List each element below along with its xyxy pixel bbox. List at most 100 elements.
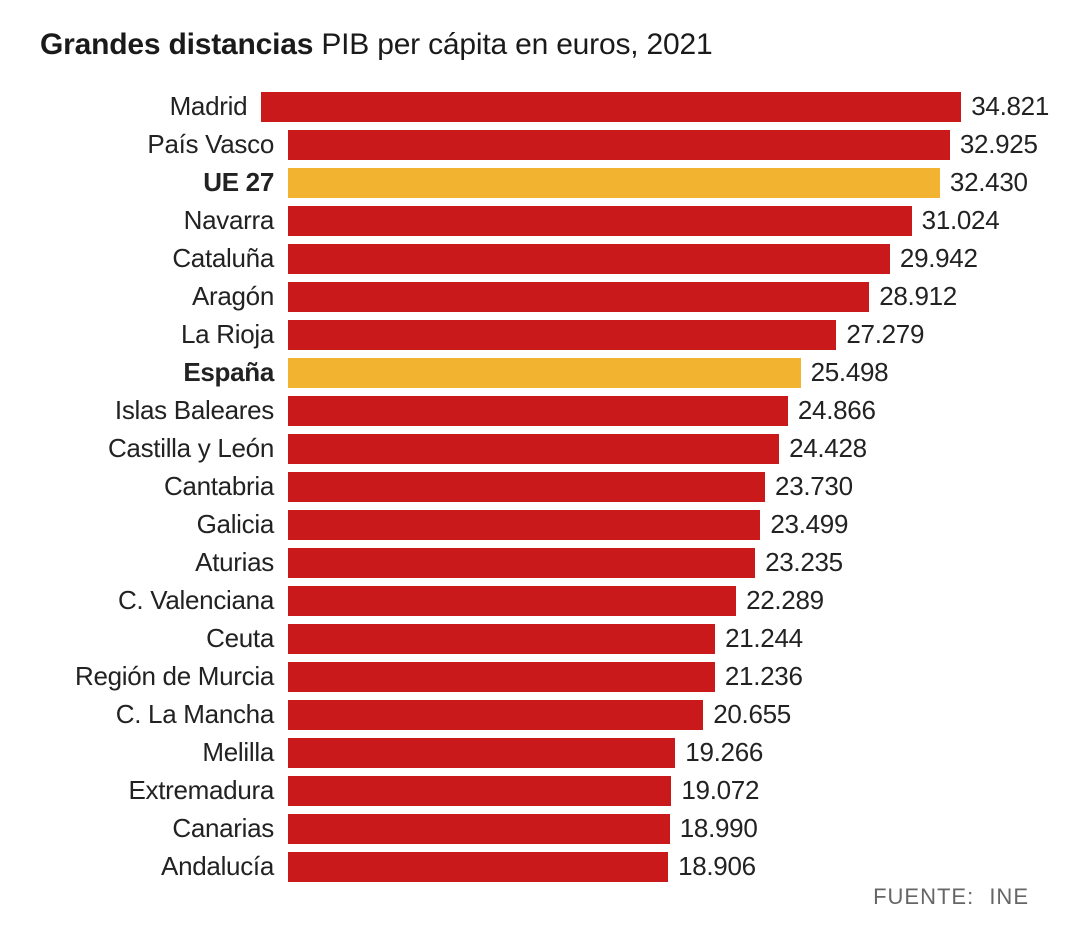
bar-value: 32.430 — [940, 167, 1028, 198]
bar — [288, 396, 788, 426]
bar — [288, 776, 671, 806]
bar-row: La Rioja 27.279 — [60, 318, 1049, 351]
bar-value: 21.244 — [715, 623, 803, 654]
bar — [288, 814, 670, 844]
bar-track — [288, 738, 675, 768]
bar-track — [288, 396, 788, 426]
bar-label: Islas Baleares — [60, 395, 288, 426]
bar-label: España — [60, 357, 288, 388]
bar-value: 24.866 — [788, 395, 876, 426]
bar-track — [288, 852, 668, 882]
bar-label: Extremadura — [60, 775, 288, 806]
bar-track — [288, 662, 715, 692]
bar-row: Melilla 19.266 — [60, 736, 1049, 769]
bar — [288, 434, 779, 464]
bar-row: Canarias 18.990 — [60, 812, 1049, 845]
bar-label: País Vasco — [60, 129, 288, 160]
bar-row: España 25.498 — [60, 356, 1049, 389]
bar-value: 18.990 — [670, 813, 758, 844]
bar-value: 19.266 — [675, 737, 763, 768]
chart-source: FUENTE: INE — [873, 884, 1029, 910]
bar-row: Aragón28.912 — [60, 280, 1049, 313]
bar-value: 27.279 — [836, 319, 924, 350]
bar-label: Cantabria — [60, 471, 288, 502]
bar-track — [288, 320, 836, 350]
bar-track — [288, 472, 765, 502]
bar-row: Castilla y León24.428 — [60, 432, 1049, 465]
bar-value: 23.730 — [765, 471, 853, 502]
bar-track — [288, 814, 670, 844]
bar — [288, 244, 890, 274]
bar-value: 31.024 — [912, 205, 1000, 236]
bar-row: Navarra 31.024 — [60, 204, 1049, 237]
bar-label: Melilla — [60, 737, 288, 768]
bar — [288, 130, 950, 160]
bar-value: 25.498 — [801, 357, 889, 388]
bar — [261, 92, 961, 122]
bar-track — [288, 776, 671, 806]
pib-bar-chart: Madrid34.821 País Vasco 32.925 UE 27 32.430 N… — [60, 90, 1049, 883]
chart-title: Grandes distancias PIB per cápita en eur… — [40, 28, 1049, 62]
bar-track — [288, 282, 869, 312]
bar-value: 23.499 — [760, 509, 848, 540]
bar-track — [288, 586, 736, 616]
bar — [288, 586, 736, 616]
bar-row: Madrid34.821 — [60, 90, 1049, 123]
bar-value: 34.821 — [961, 91, 1049, 122]
bar-track — [288, 624, 715, 654]
bar-label: Aturias — [60, 547, 288, 578]
bar-value: 20.655 — [703, 699, 791, 730]
bar-label: Navarra — [60, 205, 288, 236]
bar-track — [288, 510, 760, 540]
bar-row: Ceuta 21.244 — [60, 622, 1049, 655]
bar-row: Aturias 23.235 — [60, 546, 1049, 579]
bar — [288, 206, 912, 236]
source-label: FUENTE: — [873, 884, 974, 909]
bar-label: C. Valenciana — [60, 585, 288, 616]
bar — [288, 472, 765, 502]
bar-label: Región de Murcia — [60, 661, 288, 692]
bar-row: UE 27 32.430 — [60, 166, 1049, 199]
bar — [288, 548, 755, 578]
bar-row: Cataluña29.942 — [60, 242, 1049, 275]
bar-value: 28.912 — [869, 281, 957, 312]
bar-track — [288, 700, 703, 730]
bar — [288, 738, 675, 768]
bar-track — [288, 168, 940, 198]
bar-row: Cantabria 23.730 — [60, 470, 1049, 503]
bar-label: Cataluña — [60, 243, 288, 274]
bar-value: 18.906 — [668, 851, 756, 882]
bar — [288, 510, 760, 540]
bar — [288, 624, 715, 654]
bar-row: Islas Baleares 24.866 — [60, 394, 1049, 427]
bar-value: 32.925 — [950, 129, 1038, 160]
bar-label: La Rioja — [60, 319, 288, 350]
bar — [288, 282, 869, 312]
bar-row: C. Valenciana22.289 — [60, 584, 1049, 617]
bar-row: Andalucía 18.906 — [60, 850, 1049, 883]
bar-label: Andalucía — [60, 851, 288, 882]
bar — [288, 700, 703, 730]
bar-track — [288, 244, 890, 274]
bar-track — [261, 92, 961, 122]
bar-value: 19.072 — [671, 775, 759, 806]
bar-label: Ceuta — [60, 623, 288, 654]
bar — [288, 662, 715, 692]
chart-title-bold: Grandes distancias — [40, 28, 313, 61]
bar-label: Galicia — [60, 509, 288, 540]
bar-row: Región de Murcia21.236 — [60, 660, 1049, 693]
bar-row: C. La Mancha 20.655 — [60, 698, 1049, 731]
bar — [288, 358, 801, 388]
bar-label: UE 27 — [60, 167, 288, 198]
bar-track — [288, 548, 755, 578]
bar-label: C. La Mancha — [60, 699, 288, 730]
bar — [288, 852, 668, 882]
bar-label: Canarias — [60, 813, 288, 844]
bar-row: Extremadura 19.072 — [60, 774, 1049, 807]
bar-value: 24.428 — [779, 433, 867, 464]
bar-row: Galicia 23.499 — [60, 508, 1049, 541]
bar-value: 23.235 — [755, 547, 843, 578]
bar-row: País Vasco 32.925 — [60, 128, 1049, 161]
bar — [288, 168, 940, 198]
bar-track — [288, 130, 950, 160]
